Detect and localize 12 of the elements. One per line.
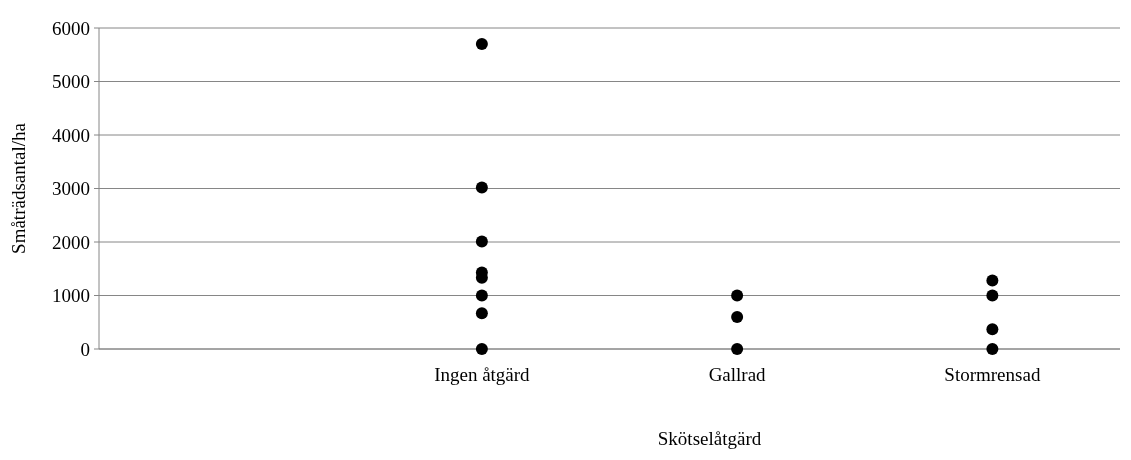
y-tick-label: 6000: [52, 17, 90, 39]
y-axis-title: Småträdsantal/ha: [8, 122, 29, 254]
y-tick-label: 4000: [52, 124, 90, 146]
y-tick-label: 1000: [52, 285, 90, 307]
x-tick-label: Stormrensad: [944, 364, 1041, 385]
y-tick-label: 5000: [52, 71, 90, 93]
x-axis-title: Skötselåtgärd: [657, 428, 762, 449]
y-tick-label: 3000: [52, 178, 90, 200]
x-tick-label: Ingen åtgärd: [434, 364, 531, 385]
y-tick-label: 0: [80, 338, 90, 360]
y-tick-label: 2000: [52, 231, 90, 253]
x-tick-label: Gallrad: [708, 364, 767, 385]
